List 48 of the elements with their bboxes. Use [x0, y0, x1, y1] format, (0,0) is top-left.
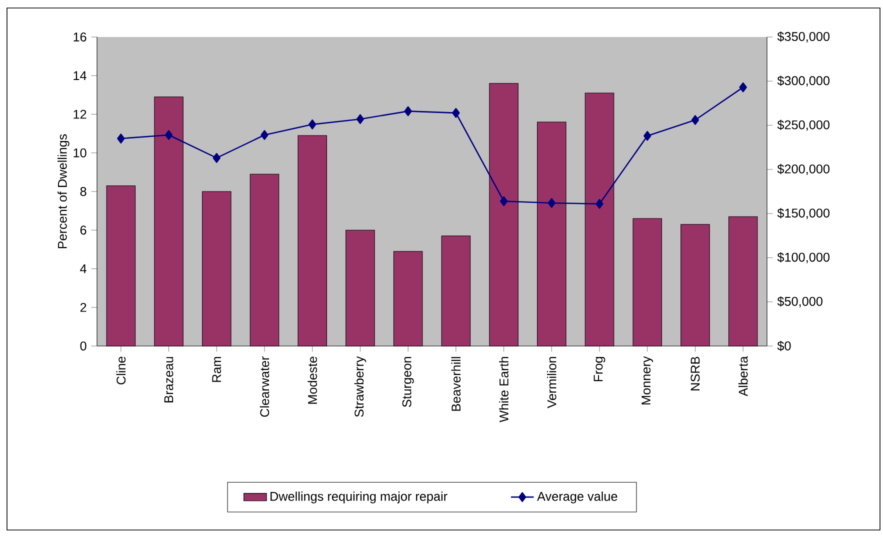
- legend-label: Average value: [537, 492, 618, 504]
- y-tick-label: 6: [80, 226, 86, 235]
- y-tick-label: 8: [80, 187, 86, 196]
- point: [164, 130, 173, 140]
- point: [308, 119, 316, 130]
- x-tick-label: White Earth: [499, 357, 508, 422]
- x-tick-label: Beaverhill: [451, 357, 461, 411]
- point: [596, 198, 604, 209]
- point: [739, 82, 747, 92]
- y-tick-label: 4: [80, 264, 86, 274]
- y-tick-label: 16: [74, 32, 86, 42]
- y2-tick-label: $50,000: [777, 296, 822, 308]
- point: [691, 115, 700, 125]
- y-tick-label: 10: [74, 148, 86, 158]
- point: [117, 134, 125, 144]
- y-tick-label: 14: [74, 71, 86, 80]
- x-tick-label: Alberta: [738, 356, 748, 396]
- y2-tick-label: $0: [777, 340, 791, 352]
- x-tick-label: Sturgeon: [402, 357, 414, 408]
- x-tick-label: Ram: [212, 357, 222, 382]
- point: [500, 196, 508, 206]
- x-tick-label: Modeste: [308, 356, 318, 404]
- x-tick-label: Frog: [594, 356, 606, 382]
- point: [356, 114, 364, 124]
- point: [452, 108, 460, 118]
- x-tick-label: Brazeau: [164, 357, 174, 402]
- x-tick-label: Clearwater: [260, 356, 270, 417]
- y2-tick-label: $100,000: [777, 252, 830, 264]
- point: [404, 106, 412, 116]
- point: [212, 153, 221, 163]
- legend-label: Dwellings requiring major repair: [270, 492, 448, 504]
- x-tick-label: Monnery: [642, 356, 654, 404]
- x-tick-label: Vermilion: [546, 357, 556, 408]
- point: [643, 130, 652, 141]
- y2-tick-label: $250,000: [777, 120, 830, 131]
- point: [548, 198, 556, 208]
- y-tick-label: 0: [80, 342, 86, 350]
- y-tick-label: 2: [80, 302, 86, 312]
- y-axis-title: Percent of Dwellings: [58, 134, 70, 248]
- x-tick-label: NSRB: [690, 356, 700, 390]
- y-tick-label: 12: [74, 110, 86, 119]
- x-tick-label: Cline: [116, 356, 126, 384]
- x-tick-label: Strawberry: [354, 356, 366, 417]
- y2-tick-label: $150,000: [777, 208, 830, 220]
- point: [260, 130, 268, 140]
- y2-tick-label: $350,000: [777, 31, 830, 43]
- y2-tick-label: $300,000: [777, 76, 830, 87]
- y2-tick-label: $200,000: [777, 164, 830, 175]
